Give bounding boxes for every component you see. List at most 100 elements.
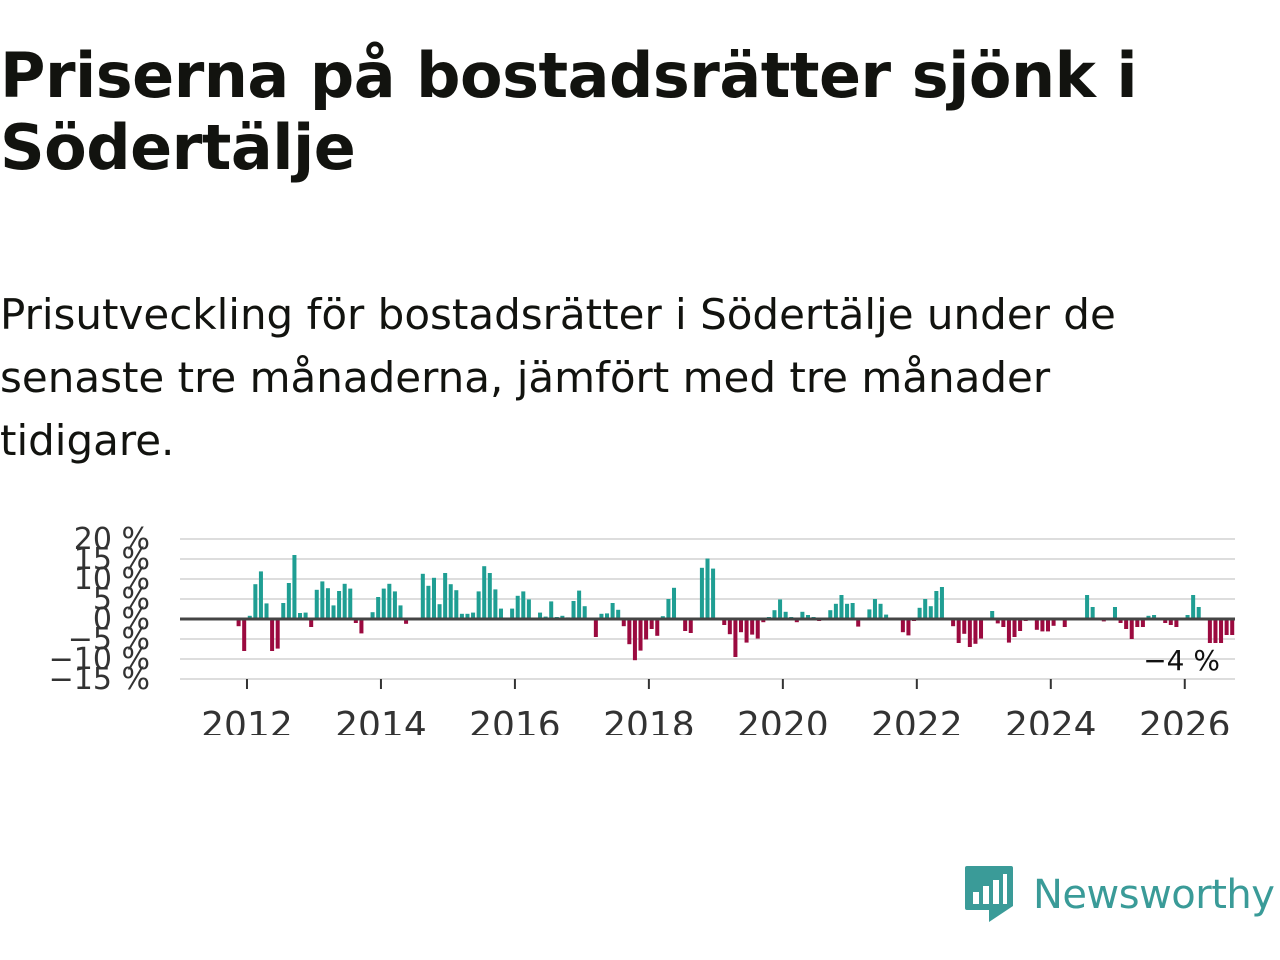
bar [794,619,799,623]
x-tick-label: 2024 [1005,705,1097,735]
bar [454,590,459,619]
bar [845,603,850,619]
bar [426,585,431,619]
logo-text: Newsworthy [1033,872,1275,918]
newsworthy-logo-icon [965,866,1013,922]
price-change-bar-chart: 20 %15 %10 %5 %0 %−5 %−10 %−15 % 2012 201… [49,522,1235,735]
bar [1146,615,1151,619]
bar [582,606,587,619]
bar [298,613,303,619]
bar [303,612,308,619]
bar [672,587,677,619]
bar [917,607,922,619]
bar [900,619,905,633]
x-tick-label: 2016 [469,705,561,735]
bar [247,615,252,619]
bar [1118,619,1123,623]
bar [309,619,314,627]
bar [627,619,632,645]
bar [526,599,531,619]
x-tick-label: 2022 [871,705,963,735]
bar [314,589,319,619]
bar [1012,619,1017,637]
bar [1191,595,1196,619]
bar [1152,615,1157,619]
bar [1001,619,1006,627]
bar [325,588,330,619]
bar [593,619,598,637]
bar [1090,607,1095,619]
bar [392,591,397,619]
bar [1062,619,1067,627]
bar [498,608,503,619]
bar [482,566,487,619]
x-tick-label: 2020 [737,705,829,735]
bar [1207,619,1212,643]
bar [515,595,520,619]
bar [476,591,481,619]
bar [1124,619,1129,629]
bar [1040,619,1045,632]
bar [962,619,967,634]
bar [264,603,269,619]
bars [180,555,1235,661]
bar [906,619,911,636]
bar [465,613,470,619]
bar [1224,619,1229,635]
x-tick-label: 2012 [201,705,293,735]
chart-subtitle: Prisutveckling för bostadsrätter i Söder… [0,290,1116,465]
bar [805,615,810,619]
bar [1085,595,1090,619]
y-tick-label: 20 % [74,522,150,557]
y-tick-label: 5 % [93,582,150,617]
bar [493,589,498,619]
bar [644,619,649,640]
bar [320,581,325,619]
y-tick-label: −15 % [49,662,150,697]
bar [772,610,777,619]
bar [1219,619,1224,643]
bar [521,591,526,619]
bar [655,619,660,636]
bar [638,619,643,651]
bar [404,619,409,624]
bar [1230,619,1235,635]
x-tick-label: 2014 [335,705,427,735]
bar [292,555,297,619]
bar [990,611,995,619]
bar [1140,619,1145,627]
bar [755,619,760,639]
bar [1174,619,1179,627]
bar [1006,619,1011,643]
bar [242,619,247,651]
bar [649,619,654,629]
bar [928,606,933,619]
bar [1051,619,1056,626]
bar [1168,619,1173,625]
bar [353,619,358,623]
bar [270,619,275,651]
y-tick-label: −10 % [49,642,150,677]
chart-title: Priserna på bostadsrätter sjönk i Södert… [0,39,1138,184]
bar [778,599,783,619]
y-tick-label: 15 % [74,542,150,577]
bar [348,588,353,619]
x-axis: 2012 2014 2016 2018 2020 2022 2024 2026 [201,679,1231,735]
bar [979,619,984,639]
bar [443,573,448,619]
bar [1018,619,1023,631]
bar [571,601,576,619]
bar [605,613,610,619]
bar [884,614,889,619]
x-tick-label: 2026 [1139,705,1231,735]
bar [370,612,375,619]
bar [1185,615,1190,619]
bar [577,590,582,619]
bar [1112,607,1117,619]
bar [431,577,436,619]
newsworthy-logo: Newsworthy [963,864,1275,926]
bar [995,619,1000,624]
bar [666,599,671,619]
bar [258,571,263,619]
bar [1163,619,1168,623]
